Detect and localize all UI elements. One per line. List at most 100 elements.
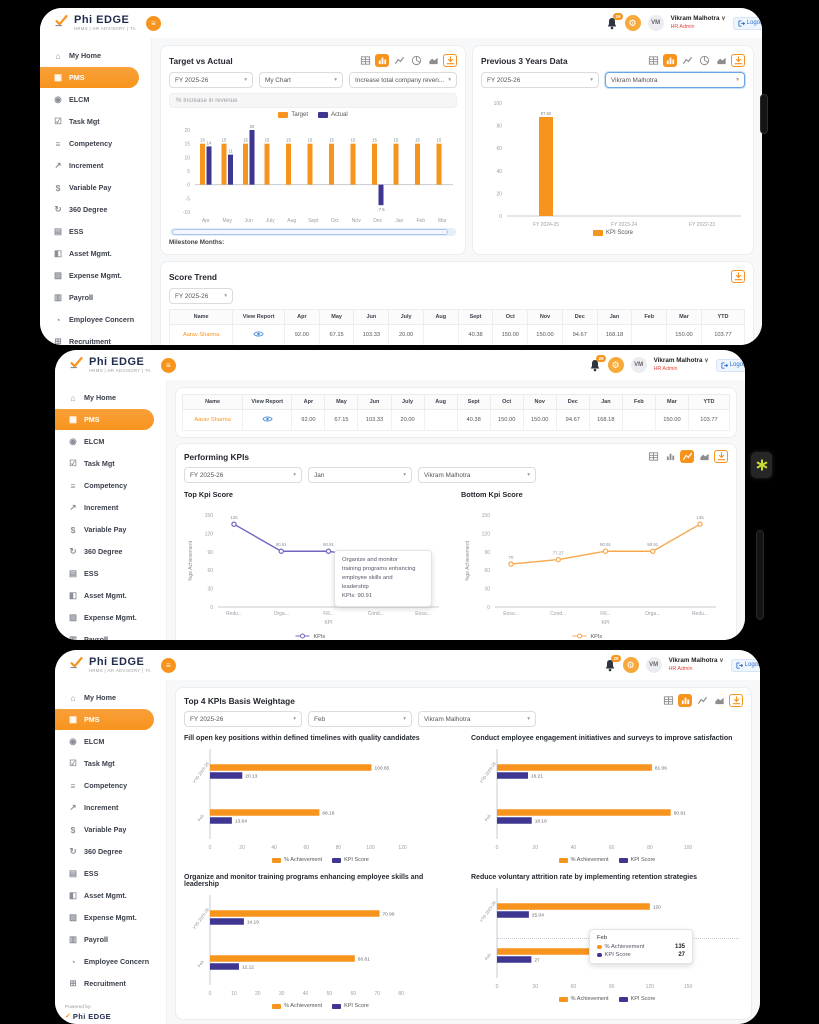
kpi-fill-chart[interactable]: 0 20 40 60 80 100 120 YTD 2025-26 100.65 20.13 Feb… (184, 745, 457, 857)
settings-gear-icon[interactable]: ⚙ (624, 15, 641, 31)
avatar[interactable]: VM (645, 657, 662, 673)
assistant-floating-button[interactable] (751, 452, 772, 478)
sidebar-toggle-button[interactable]: ≡ (145, 15, 161, 31)
sidebar-item-360-degree[interactable]: ↻ 360 Degree (69, 546, 123, 556)
sidebar-item-variable-pay[interactable]: $ Variable Pay (55, 819, 166, 840)
employee-name-link[interactable]: Aarav Sharma (181, 409, 244, 431)
sidebar-item-asset-mgmt[interactable]: ◧ Asset Mgmt. (53, 248, 112, 258)
view-report-eye-icon[interactable] (253, 331, 264, 340)
sidebar-item-my-home[interactable]: ⌂ My Home (55, 687, 166, 708)
sidebar-item-ess[interactable]: ▤ ESS (68, 868, 99, 878)
settings-gear-icon[interactable]: ⚙ (607, 357, 624, 373)
download-chart-icon[interactable] (731, 54, 745, 67)
sidebar-item-payroll[interactable]: ▥ Payroll (68, 934, 108, 944)
table-chart-icon[interactable] (646, 450, 660, 463)
sidebar-item-expense-mgmt[interactable]: ▨ Expense Mgmt. (68, 912, 137, 922)
sidebar-item-competency[interactable]: ≡ Competency (40, 133, 151, 154)
sidebar-item-recruitment[interactable]: ⊞ Recruitment (69, 978, 126, 988)
avatar[interactable]: VM (647, 15, 664, 31)
sidebar-item-ess[interactable]: ▤ ESS (68, 568, 99, 578)
sidebar-item-employee-concern[interactable]: ◔ Employee Concern (40, 309, 151, 330)
sidebar-item-competency[interactable]: ≡ Competency (55, 475, 166, 496)
sidebar-item-increment[interactable]: ↗ Increment (69, 502, 119, 512)
sidebar-item-expense-mgmt[interactable]: ▨ Expense Mgmt. (53, 270, 122, 280)
logout-button[interactable]: Logout (715, 358, 745, 372)
pie-chart-icon[interactable] (409, 54, 423, 67)
sidebar-item-pms[interactable]: ▦ PMS (55, 709, 154, 730)
fy-select[interactable]: FY 2025-26 ▾ (169, 72, 253, 88)
sidebar-item-asset-mgmt[interactable]: ◧ Asset Mgmt. (68, 590, 127, 600)
view-report-eye-icon[interactable] (262, 416, 273, 425)
area-chart-icon[interactable] (697, 450, 711, 463)
month-select[interactable]: Jan ▾ (308, 467, 412, 483)
fy-select[interactable]: FY 2025-26 ▾ (481, 72, 599, 88)
sidebar-item-360-degree[interactable]: ↻ 360 Degree (69, 846, 123, 856)
line-chart-icon[interactable] (695, 694, 709, 707)
table-chart-icon[interactable] (661, 694, 675, 707)
notifications-bell-icon[interactable]: 29 (606, 12, 623, 30)
view-report-cell[interactable] (242, 409, 293, 431)
sidebar-item-recruitment[interactable]: ⊞ Recruitment (54, 336, 111, 345)
target-vs-actual-chart[interactable]: -10 -5 0 5 10 15 20 Apr May Jun July Aug Sept Oct Nov D… (169, 120, 457, 224)
sidebar-item-elcm[interactable]: ◉ ELCM (69, 436, 105, 446)
sidebar-item-my-home[interactable]: ⌂ My Home (55, 387, 166, 408)
kpi-engagement-chart[interactable]: 0 20 40 60 80 100 YTD 2025-26 81.06 16.21 Feb 90.9… (471, 745, 743, 857)
bottom-kpi-score-chart[interactable]: 0 30 60 90 120 150 70 Ensu... 77.27 Cond... 90.91 F… (461, 501, 728, 640)
sidebar-item-increment[interactable]: ↗ Increment (69, 802, 119, 812)
chart-type-select[interactable]: My Chart ▾ (259, 72, 343, 88)
download-chart-icon[interactable] (714, 450, 728, 463)
download-chart-icon[interactable] (443, 54, 457, 67)
bar-chart-icon[interactable] (663, 54, 677, 67)
fy-select[interactable]: FY 2025-26 ▾ (184, 467, 302, 483)
month-select[interactable]: Feb ▾ (308, 711, 412, 727)
sidebar-item-ess[interactable]: ▤ ESS (53, 226, 84, 236)
user-menu[interactable]: Vikram Malhotra ∨ HR Admin (654, 357, 709, 373)
table-chart-icon[interactable] (646, 54, 660, 67)
notifications-bell-icon[interactable]: 29 (604, 654, 621, 672)
sidebar-item-increment[interactable]: ↗ Increment (54, 160, 104, 170)
fy-select[interactable]: FY 2025-26 ▾ (184, 711, 302, 727)
sidebar-item-expense-mgmt[interactable]: ▨ Expense Mgmt. (68, 612, 137, 622)
download-chart-icon[interactable] (731, 270, 745, 283)
bar-chart-icon[interactable] (678, 694, 692, 707)
sidebar-item-elcm[interactable]: ◉ ELCM (54, 94, 90, 104)
sidebar-item-360-degree[interactable]: ↻ 360 Degree (54, 204, 108, 214)
logout-button[interactable]: Logout (730, 658, 760, 672)
notifications-bell-icon[interactable]: 29 (589, 354, 606, 372)
sidebar-item-asset-mgmt[interactable]: ◧ Asset Mgmt. (68, 890, 127, 900)
download-chart-icon[interactable] (729, 694, 743, 707)
sidebar-item-task-mgt[interactable]: ☑ Task Mgt (69, 458, 115, 468)
table-chart-icon[interactable] (358, 54, 372, 67)
kpi-name-input[interactable]: % Increase in revenue (169, 93, 457, 108)
sidebar-item-elcm[interactable]: ◉ ELCM (69, 736, 105, 746)
line-chart-icon[interactable] (680, 450, 694, 463)
fy-select[interactable]: FY 2025-26 ▾ (169, 288, 233, 304)
sidebar-item-my-home[interactable]: ⌂ My Home (40, 45, 151, 66)
sidebar-toggle-button[interactable]: ≡ (160, 357, 176, 373)
employee-select[interactable]: Vikram Malhotra ▾ (605, 72, 745, 88)
area-chart-icon[interactable] (714, 54, 728, 67)
avatar[interactable]: VM (630, 357, 647, 373)
range-slider-handle[interactable] (172, 229, 448, 235)
sidebar-item-pms[interactable]: ▦ PMS (40, 67, 139, 88)
previous-years-chart[interactable]: 0 20 40 60 80 100 FY 2024-25 FY 2023-24 FY 2022-… (481, 93, 745, 228)
view-report-cell[interactable] (232, 324, 285, 345)
area-chart-icon[interactable] (426, 54, 440, 67)
employee-name-link[interactable]: Aarav Sharma (168, 324, 234, 345)
user-menu[interactable]: Vikram Malhotra ∨ HR Admin (669, 657, 724, 673)
employee-select[interactable]: Vikram Malhotra ▾ (418, 467, 536, 483)
kpi-training-chart[interactable]: 0 10 20 30 40 50 60 70 80 YTD 2025-26 70.96 14.19 Fe… (184, 891, 457, 1003)
user-menu[interactable]: Vikram Malhotra ∨ HR Admin (671, 15, 726, 31)
sidebar-item-payroll[interactable]: ▥ Payroll (53, 292, 93, 302)
scrollbar-thumb[interactable] (760, 94, 768, 134)
sidebar-item-task-mgt[interactable]: ☑ Task Mgt (54, 116, 100, 126)
sidebar-item-competency[interactable]: ≡ Competency (55, 775, 166, 796)
chart-range-slider[interactable] (170, 228, 456, 236)
employee-select[interactable]: Vikram Malhotra ▾ (418, 711, 536, 727)
sidebar-item-variable-pay[interactable]: $ Variable Pay (40, 177, 151, 198)
sidebar-item-variable-pay[interactable]: $ Variable Pay (55, 519, 166, 540)
sidebar-toggle-button[interactable]: ≡ (160, 657, 176, 673)
sidebar-item-employee-concern[interactable]: ◔ Employee Concern (55, 951, 166, 972)
logout-button[interactable]: Logout (732, 16, 762, 30)
pie-chart-icon[interactable] (697, 54, 711, 67)
